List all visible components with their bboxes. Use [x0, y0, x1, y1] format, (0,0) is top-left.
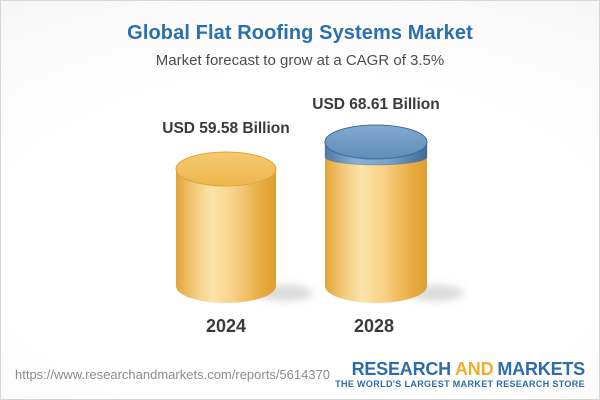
report-url: https://www.researchandmarkets.com/repor…	[15, 367, 331, 382]
chart-subtitle: Market forecast to grow at a CAGR of 3.5…	[155, 52, 445, 69]
logo-wordmark: RESEARCH AND MARKETS	[335, 359, 586, 379]
value-label-2024: USD 59.58 Billion	[162, 120, 290, 137]
cylinder-2024	[175, 151, 277, 303]
cylinder-2028-base-segment	[325, 157, 427, 303]
logo-word-and: AND	[454, 359, 494, 379]
value-label-2028: USD 68.61 Billion	[312, 96, 440, 113]
logo-word-research: RESEARCH	[351, 359, 452, 379]
category-label-2028: 2028	[353, 316, 395, 336]
category-label-2024: 2024	[205, 316, 247, 336]
chart-title: Global Flat Roofing Systems Market	[127, 22, 473, 44]
logo-tagline: THE WORLD'S LARGEST MARKET RESEARCH STOR…	[335, 379, 585, 389]
research-and-markets-logo: RESEARCH AND MARKETS THE WORLD'S LARGEST M…	[335, 360, 585, 390]
cylinder-2028-top	[324, 124, 428, 160]
cylinder-2028	[324, 124, 428, 303]
logo-word-markets: MARKETS	[497, 359, 585, 379]
